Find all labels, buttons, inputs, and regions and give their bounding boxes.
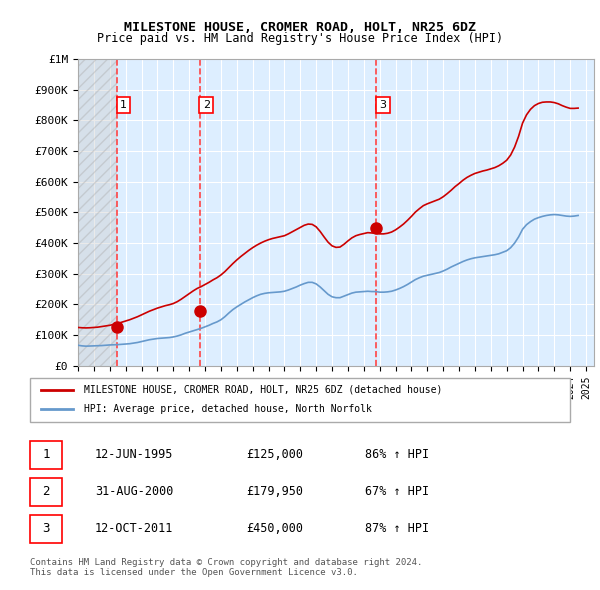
Text: Price paid vs. HM Land Registry's House Price Index (HPI): Price paid vs. HM Land Registry's House … — [97, 32, 503, 45]
Text: £179,950: £179,950 — [246, 485, 303, 498]
Text: 2: 2 — [203, 100, 210, 110]
Text: 3: 3 — [379, 100, 386, 110]
FancyBboxPatch shape — [30, 378, 570, 422]
Text: 1: 1 — [43, 448, 50, 461]
Text: 2: 2 — [43, 485, 50, 498]
Text: 86% ↑ HPI: 86% ↑ HPI — [365, 448, 429, 461]
Text: Contains HM Land Registry data © Crown copyright and database right 2024.
This d: Contains HM Land Registry data © Crown c… — [30, 558, 422, 577]
Text: 3: 3 — [43, 522, 50, 535]
Text: 1: 1 — [120, 100, 127, 110]
Text: £450,000: £450,000 — [246, 522, 303, 535]
Text: £125,000: £125,000 — [246, 448, 303, 461]
Text: 12-JUN-1995: 12-JUN-1995 — [95, 448, 173, 461]
FancyBboxPatch shape — [30, 514, 62, 543]
Bar — [78, 59, 117, 366]
Text: HPI: Average price, detached house, North Norfolk: HPI: Average price, detached house, Nort… — [84, 405, 372, 414]
Text: 87% ↑ HPI: 87% ↑ HPI — [365, 522, 429, 535]
Text: 67% ↑ HPI: 67% ↑ HPI — [365, 485, 429, 498]
Text: MILESTONE HOUSE, CROMER ROAD, HOLT, NR25 6DZ (detached house): MILESTONE HOUSE, CROMER ROAD, HOLT, NR25… — [84, 385, 442, 395]
Text: MILESTONE HOUSE, CROMER ROAD, HOLT, NR25 6DZ: MILESTONE HOUSE, CROMER ROAD, HOLT, NR25… — [124, 21, 476, 34]
FancyBboxPatch shape — [30, 441, 62, 469]
FancyBboxPatch shape — [30, 478, 62, 506]
Text: 31-AUG-2000: 31-AUG-2000 — [95, 485, 173, 498]
Text: 12-OCT-2011: 12-OCT-2011 — [95, 522, 173, 535]
